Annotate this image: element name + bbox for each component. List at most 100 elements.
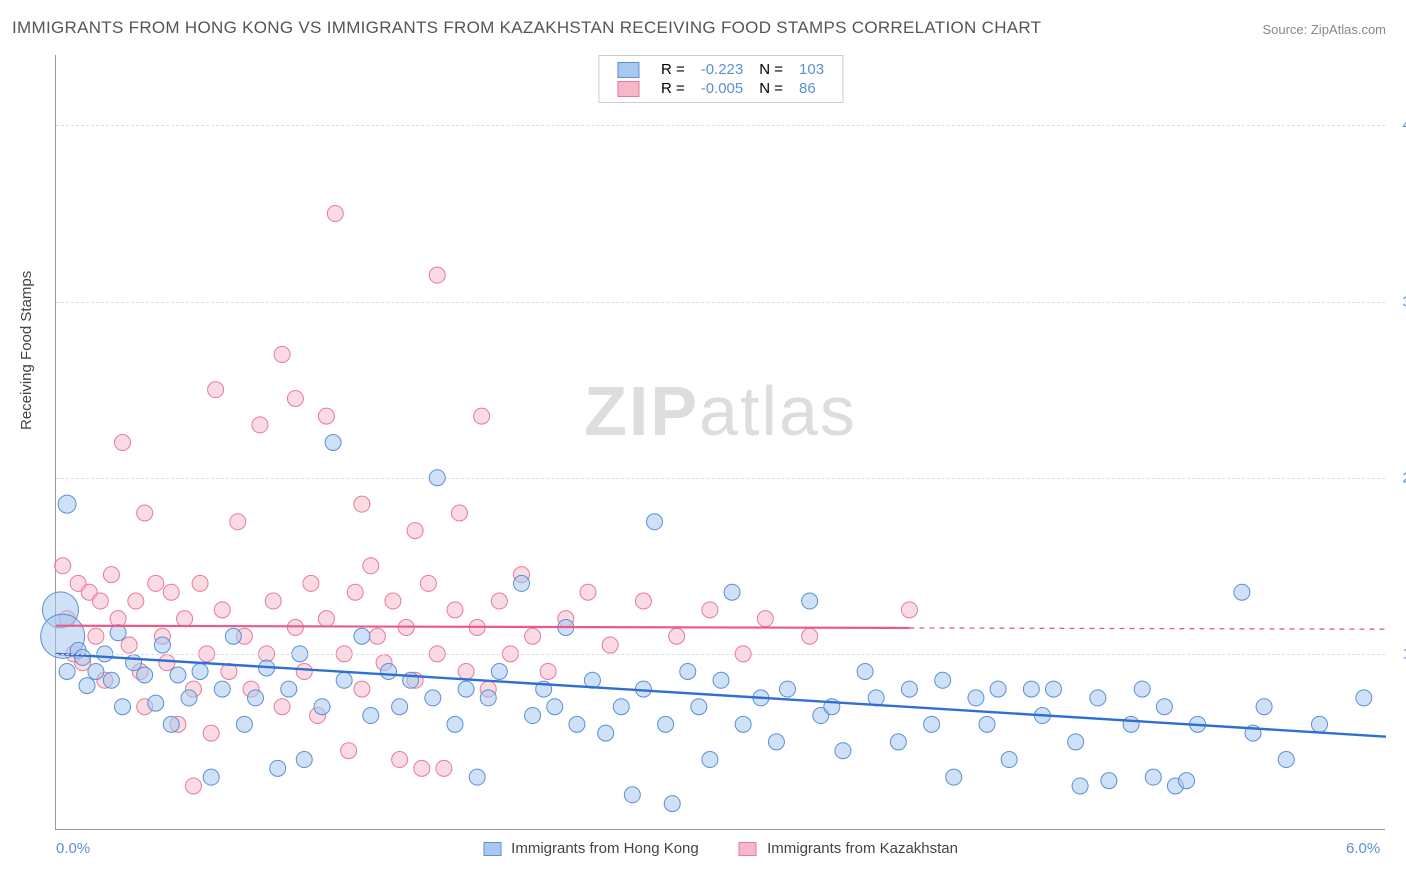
r-value-1: -0.223 (693, 60, 752, 79)
data-point (270, 760, 286, 776)
trend-line-dashed (909, 628, 1386, 629)
data-point (469, 769, 485, 785)
data-point (1145, 769, 1161, 785)
data-point (598, 725, 614, 741)
data-point (702, 602, 718, 618)
data-point (780, 681, 796, 697)
data-point (148, 695, 164, 711)
data-point (1256, 699, 1272, 715)
data-point (341, 743, 357, 759)
data-point (658, 716, 674, 732)
data-point (88, 628, 104, 644)
data-point (447, 602, 463, 618)
data-point (314, 699, 330, 715)
data-point (327, 206, 343, 222)
data-point (88, 663, 104, 679)
data-point (474, 408, 490, 424)
data-point (802, 593, 818, 609)
data-point (214, 602, 230, 618)
data-point (979, 716, 995, 732)
data-point (835, 743, 851, 759)
data-point (214, 681, 230, 697)
data-point (1072, 778, 1088, 794)
data-point (354, 681, 370, 697)
data-point (59, 663, 75, 679)
data-point (680, 663, 696, 679)
data-point (274, 346, 290, 362)
data-point (458, 663, 474, 679)
x-tick-label: 0.0% (56, 840, 90, 857)
gridline (56, 654, 1385, 655)
data-point (1101, 773, 1117, 789)
data-point (354, 496, 370, 512)
x-tick-label: 6.0% (1346, 840, 1380, 857)
data-point (757, 611, 773, 627)
data-point (185, 778, 201, 794)
data-point (281, 681, 297, 697)
y-tick-label: 40.0% (1395, 117, 1406, 134)
gridline (56, 302, 1385, 303)
data-point (392, 752, 408, 768)
n-value-2: 86 (791, 79, 832, 98)
data-point (203, 769, 219, 785)
data-point (148, 575, 164, 591)
data-point (480, 690, 496, 706)
data-point (1312, 716, 1328, 732)
data-point (569, 716, 585, 732)
data-point (75, 649, 91, 665)
data-point (451, 505, 467, 521)
gridline (56, 125, 1385, 126)
data-point (363, 708, 379, 724)
data-point (1123, 716, 1139, 732)
data-point (252, 417, 268, 433)
data-point (447, 716, 463, 732)
data-point (924, 716, 940, 732)
data-point (414, 760, 430, 776)
data-point (1156, 699, 1172, 715)
data-point (580, 584, 596, 600)
data-point (381, 663, 397, 679)
data-point (287, 390, 303, 406)
data-point (385, 593, 401, 609)
data-point (1001, 752, 1017, 768)
data-point (1234, 584, 1250, 600)
series-legend: Immigrants from Hong Kong Immigrants fro… (465, 840, 976, 857)
data-point (325, 435, 341, 451)
data-point (121, 637, 137, 653)
data-point (491, 663, 507, 679)
correlation-legend: R = -0.223 N = 103 R = -0.005 N = 86 (598, 55, 843, 103)
data-point (110, 625, 126, 641)
plot-area: ZIPatlas R = -0.223 N = 103 R = -0.005 N… (55, 55, 1385, 830)
data-point (1356, 690, 1372, 706)
r-value-2: -0.005 (693, 79, 752, 98)
data-point (425, 690, 441, 706)
scatter-svg (56, 55, 1385, 829)
data-point (458, 681, 474, 697)
y-tick-label: 20.0% (1395, 469, 1406, 486)
data-point (236, 716, 252, 732)
data-point (901, 681, 917, 697)
data-point (115, 435, 131, 451)
data-point (691, 699, 707, 715)
data-point (296, 663, 312, 679)
data-point (491, 593, 507, 609)
legend-swatch-2 (617, 81, 639, 97)
data-point (55, 558, 71, 574)
data-point (768, 734, 784, 750)
data-point (1046, 681, 1062, 697)
data-point (318, 408, 334, 424)
legend-bottom-swatch-2 (739, 842, 757, 856)
data-point (170, 667, 186, 683)
data-point (203, 725, 219, 741)
data-point (1023, 681, 1039, 697)
data-point (128, 593, 144, 609)
data-point (990, 681, 1006, 697)
data-point (669, 628, 685, 644)
data-point (126, 655, 142, 671)
data-point (137, 667, 153, 683)
n-value-1: 103 (791, 60, 832, 79)
data-point (347, 584, 363, 600)
data-point (857, 663, 873, 679)
data-point (547, 699, 563, 715)
data-point (525, 628, 541, 644)
